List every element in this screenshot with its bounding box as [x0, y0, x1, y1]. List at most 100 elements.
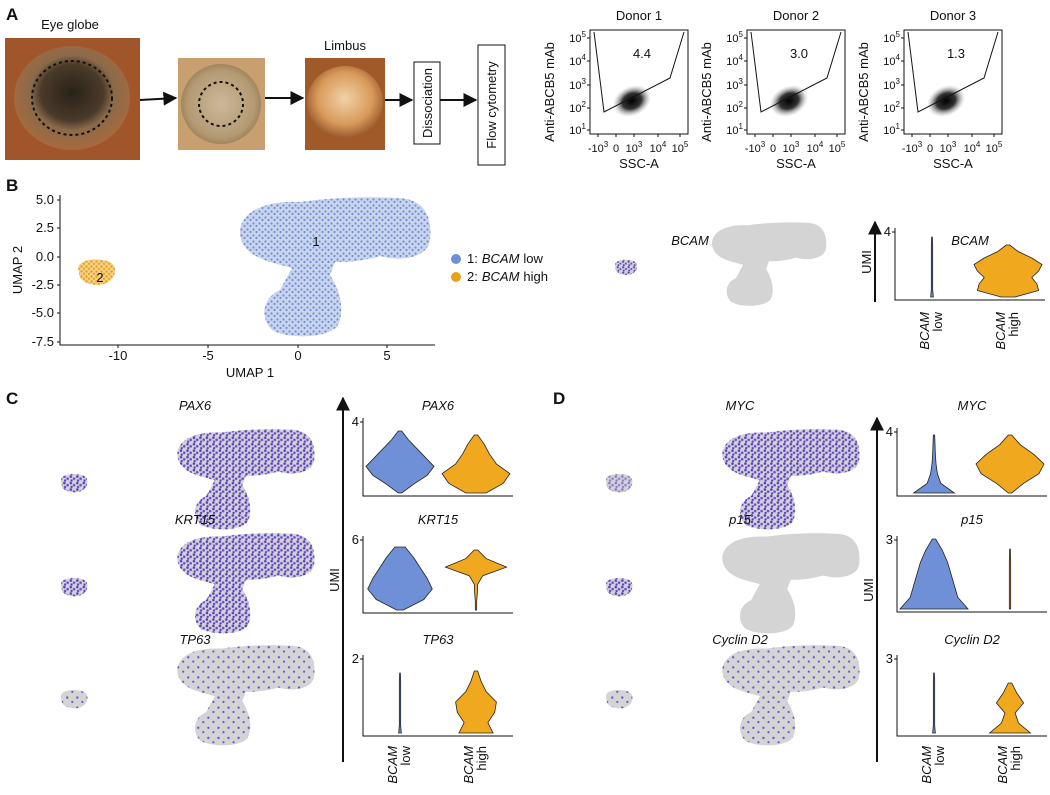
tick-exp: 4: [896, 53, 901, 62]
violin-title: Cyclin D2: [944, 632, 1000, 647]
tick-base: 10: [726, 103, 738, 115]
group-gene: BCAM: [919, 746, 934, 784]
box: [413, 61, 441, 145]
feature-expr: [605, 474, 633, 493]
tick-base: -10: [745, 143, 761, 155]
gene-label: BCAM: [671, 233, 709, 248]
tick-exp: 3: [604, 140, 609, 149]
tick-base: 0: [770, 143, 776, 155]
density: [764, 78, 814, 124]
violin: [441, 434, 511, 494]
feature-base: [711, 222, 827, 306]
arrows: [139, 91, 478, 107]
feature-expr: [60, 474, 88, 493]
axes: [59, 195, 435, 346]
tick-exp: 4: [819, 140, 824, 149]
y-tick-label: 0.0: [36, 249, 54, 264]
tick-base: 10: [986, 143, 998, 155]
tick-exp: 5: [841, 140, 846, 149]
x-axis-label: SSC-A: [619, 156, 659, 171]
donor-title: Donor 2: [773, 8, 819, 23]
x-axis-label: SSC-A: [933, 156, 973, 171]
legend-label: 1: BCAM low: [467, 251, 544, 266]
tick-exp: 3: [739, 77, 744, 86]
group-gene: BCAM: [461, 746, 476, 784]
tick-label: -103: [588, 140, 609, 155]
x-tick-label: -5: [202, 348, 214, 363]
y-tick-label: 4: [886, 424, 893, 439]
plot-frame: [903, 29, 1003, 135]
tick-label: -103: [902, 140, 923, 155]
donor-title: Donor 3: [930, 8, 976, 23]
tick-exp: 5: [739, 30, 744, 39]
y-tick-label: 6: [352, 532, 359, 547]
violin: [932, 672, 936, 734]
panel-label: B: [6, 176, 18, 195]
violin: [975, 434, 1045, 494]
violin-axes: [896, 536, 1047, 613]
tick-base: 10: [829, 143, 841, 155]
tick-label: 102: [883, 100, 900, 115]
violin: [1008, 548, 1012, 610]
violin: [444, 549, 508, 611]
violin-title: KRT15: [418, 512, 459, 527]
tick-base: 10: [569, 125, 581, 137]
cluster-1: [239, 197, 431, 337]
tick-exp: 3: [761, 140, 766, 149]
plot-frame: [746, 29, 846, 135]
group-level: low: [398, 745, 413, 765]
tick-label: 104: [964, 140, 981, 155]
legend-swatch: [451, 254, 461, 264]
panel-label: D: [553, 389, 565, 408]
tick-exp: 3: [952, 140, 957, 149]
tick-label: 101: [883, 122, 900, 137]
y-tick-label: 4: [884, 224, 891, 239]
tick-label: 101: [569, 122, 586, 137]
y-axis-label: Anti-ABCB5 mAb: [699, 42, 714, 142]
tick-exp: 1: [582, 122, 587, 131]
tick-base: 10: [569, 80, 581, 92]
y-tick-label: -5.0: [32, 305, 54, 320]
tick-base: 10: [726, 33, 738, 45]
tick-exp: 5: [582, 30, 587, 39]
x-axis-label: SSC-A: [776, 156, 816, 171]
tick-exp: 5: [998, 140, 1003, 149]
tick-label: 0: [613, 143, 619, 155]
tick-exp: 2: [896, 100, 901, 109]
tick-base: 10: [650, 143, 662, 155]
gene-label: KRT15: [175, 512, 216, 527]
group-gene: BCAM: [995, 746, 1010, 784]
group-level: high: [474, 746, 489, 771]
tick-label: 102: [726, 100, 743, 115]
legend-level: high: [523, 269, 548, 284]
tick-base: 10: [626, 143, 638, 155]
group-level: low: [930, 311, 945, 331]
violin-axes: [362, 655, 513, 737]
tick-base: 10: [569, 33, 581, 45]
tick-base: 10: [883, 103, 895, 115]
umi-label: UMI: [861, 578, 876, 602]
group-gene: BCAM: [993, 312, 1008, 350]
cluster-label: 1: [312, 234, 319, 249]
tick-exp: 3: [638, 140, 643, 149]
violin: [899, 538, 969, 610]
violin: [367, 546, 433, 611]
tick-exp: 3: [918, 140, 923, 149]
violin-axes: [362, 536, 513, 614]
tick-exp: 3: [896, 77, 901, 86]
tick-base: 10: [883, 125, 895, 137]
group-level: high: [1006, 312, 1021, 337]
tick-label: 105: [569, 30, 586, 45]
tick-base: 10: [964, 143, 976, 155]
tick-exp: 1: [739, 122, 744, 131]
gene-label: Cyclin D2: [712, 632, 768, 647]
gate: [593, 31, 685, 113]
tick-label: 103: [883, 77, 900, 92]
tick-exp: 3: [795, 140, 800, 149]
tick-label: 103: [783, 140, 800, 155]
tick-base: -10: [902, 143, 918, 155]
tick-label: 104: [726, 53, 743, 68]
violin: [398, 672, 402, 734]
tick-base: 10: [883, 56, 895, 68]
donor-title: Donor 1: [616, 8, 662, 23]
